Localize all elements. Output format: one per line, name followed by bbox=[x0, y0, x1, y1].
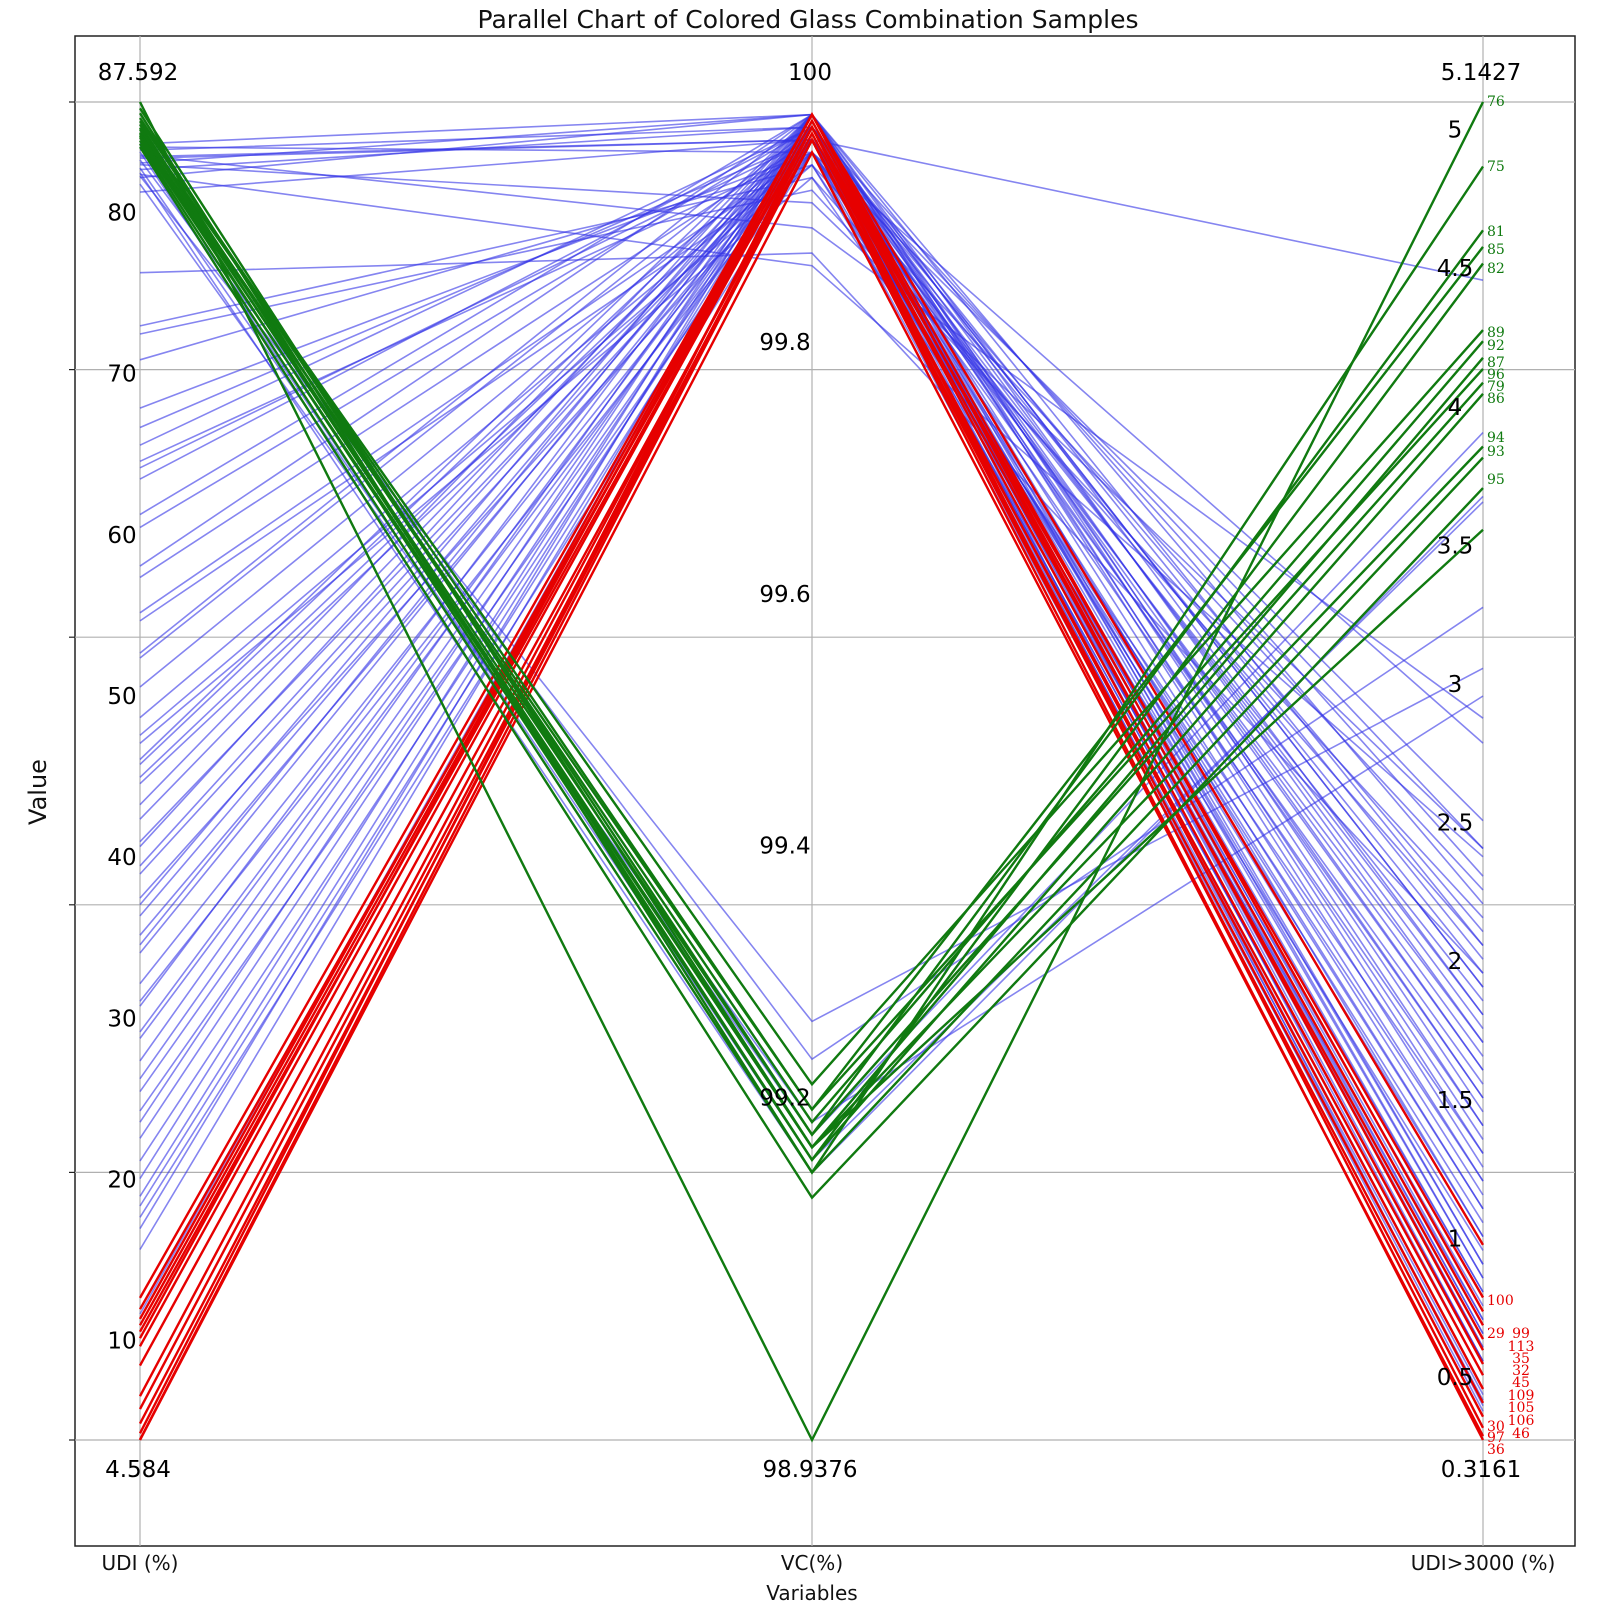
tick-label: 2 bbox=[1448, 949, 1463, 975]
line-label-red: 109 bbox=[1508, 1388, 1535, 1404]
line-label-red: 30 bbox=[1487, 1419, 1505, 1435]
series-line-red bbox=[138, 130, 1485, 1397]
axis-name: UDI>3000 (%) bbox=[1411, 1551, 1556, 1575]
series-line-red bbox=[138, 137, 1485, 1441]
axis-max-label: 5.1427 bbox=[1441, 60, 1521, 86]
x-axis-label: Variables bbox=[766, 1581, 857, 1605]
line-label-red: 46 bbox=[1512, 1426, 1530, 1442]
series-line-green bbox=[138, 101, 1485, 1443]
tick-label: 4 bbox=[1448, 395, 1463, 421]
series-line-green bbox=[139, 127, 1484, 1087]
tick-label: 60 bbox=[107, 523, 136, 549]
tick-label: 3 bbox=[1448, 672, 1463, 698]
line-label-red: 97 bbox=[1487, 1430, 1505, 1446]
tick-label: 5 bbox=[1448, 118, 1463, 144]
tick-label: 70 bbox=[107, 362, 136, 388]
tick-label: 80 bbox=[107, 200, 136, 226]
tick-label: 1.5 bbox=[1437, 1088, 1474, 1114]
grid bbox=[69, 36, 1575, 1546]
tick-label: 1 bbox=[1448, 1226, 1463, 1252]
axis-max-label: 87.592 bbox=[98, 60, 178, 86]
series-line-red bbox=[138, 112, 1485, 1351]
axis-min-label: 4.584 bbox=[105, 1457, 171, 1483]
series-line-green bbox=[138, 143, 1484, 1175]
line-label-green: 85 bbox=[1487, 242, 1505, 258]
series-line-blue bbox=[139, 189, 1484, 919]
line-label-red: 106 bbox=[1508, 1413, 1535, 1429]
tick-label: 99.8 bbox=[759, 330, 810, 356]
tick-label: 0.5 bbox=[1437, 1365, 1474, 1391]
series-line-blue bbox=[139, 176, 1484, 1154]
line-label-green: 93 bbox=[1487, 444, 1505, 460]
line-label-red: 45 bbox=[1512, 1375, 1530, 1391]
plot-frame bbox=[74, 35, 1576, 1547]
axis-min-label: 98.9376 bbox=[762, 1457, 857, 1483]
tick-label: 99.6 bbox=[759, 582, 810, 608]
series-lines bbox=[138, 101, 1485, 1443]
line-label-green: 95 bbox=[1487, 472, 1505, 488]
line-label-red: 32 bbox=[1512, 1363, 1530, 1379]
line-label-red: 99 bbox=[1512, 1326, 1530, 1342]
line-label-green: 79 bbox=[1487, 379, 1505, 395]
line-label-red: 35 bbox=[1512, 1351, 1530, 1367]
series-line-green bbox=[139, 133, 1484, 1112]
tick-label: 99.4 bbox=[759, 834, 810, 860]
series-line-green bbox=[138, 107, 1484, 1150]
line-label-green: 76 bbox=[1487, 94, 1505, 110]
tick-label: 40 bbox=[107, 845, 136, 871]
tick-label: 2.5 bbox=[1437, 811, 1474, 837]
axis-ticks: 10 20 30 40 50 60 70 80 87.592 4.584 99.2 99.4 99.6 9… bbox=[98, 60, 1521, 1483]
line-label-green: 81 bbox=[1487, 224, 1505, 240]
axis-name: UDI (%) bbox=[102, 1551, 179, 1575]
y-axis-label: Value bbox=[24, 759, 52, 825]
line-label-red: 29 bbox=[1487, 1326, 1505, 1342]
line-label-red: 36 bbox=[1487, 1442, 1505, 1458]
series-line-blue bbox=[139, 154, 1484, 719]
line-label-red: 113 bbox=[1508, 1339, 1535, 1355]
series-line-green bbox=[138, 146, 1484, 1200]
series-line-red bbox=[138, 118, 1485, 1326]
chart-title: Parallel Chart of Colored Glass Combinat… bbox=[478, 5, 1139, 34]
line-label-green: 96 bbox=[1487, 367, 1505, 383]
series-line-blue bbox=[139, 173, 1484, 858]
axis-min-label: 0.3161 bbox=[1441, 1457, 1521, 1483]
line-label-red: 100 bbox=[1487, 1293, 1514, 1309]
tick-label: 50 bbox=[107, 684, 136, 710]
axis-names: UDI (%) VC(%) UDI>3000 (%) bbox=[102, 1551, 1556, 1575]
line-label-green: 89 bbox=[1487, 325, 1505, 341]
series-line-red bbox=[138, 124, 1485, 1434]
axis-name: VC(%) bbox=[781, 1551, 843, 1575]
series-line-green bbox=[139, 135, 1484, 1137]
line-label-green: 82 bbox=[1487, 261, 1505, 277]
tick-label: 99.2 bbox=[759, 1086, 810, 1112]
line-label-green: 87 bbox=[1487, 355, 1505, 371]
line-label-green: 92 bbox=[1487, 338, 1505, 354]
line-label-green: 94 bbox=[1487, 430, 1505, 446]
axis-max-label: 100 bbox=[788, 60, 832, 86]
line-label-green: 86 bbox=[1487, 391, 1505, 407]
tick-label: 30 bbox=[107, 1006, 136, 1032]
line-label-red: 105 bbox=[1508, 1400, 1535, 1416]
tick-label: 10 bbox=[107, 1329, 136, 1355]
tick-label: 3.5 bbox=[1437, 533, 1474, 559]
tick-label: 20 bbox=[107, 1168, 136, 1194]
tick-label: 4.5 bbox=[1437, 256, 1474, 282]
line-label-green: 75 bbox=[1487, 159, 1505, 175]
